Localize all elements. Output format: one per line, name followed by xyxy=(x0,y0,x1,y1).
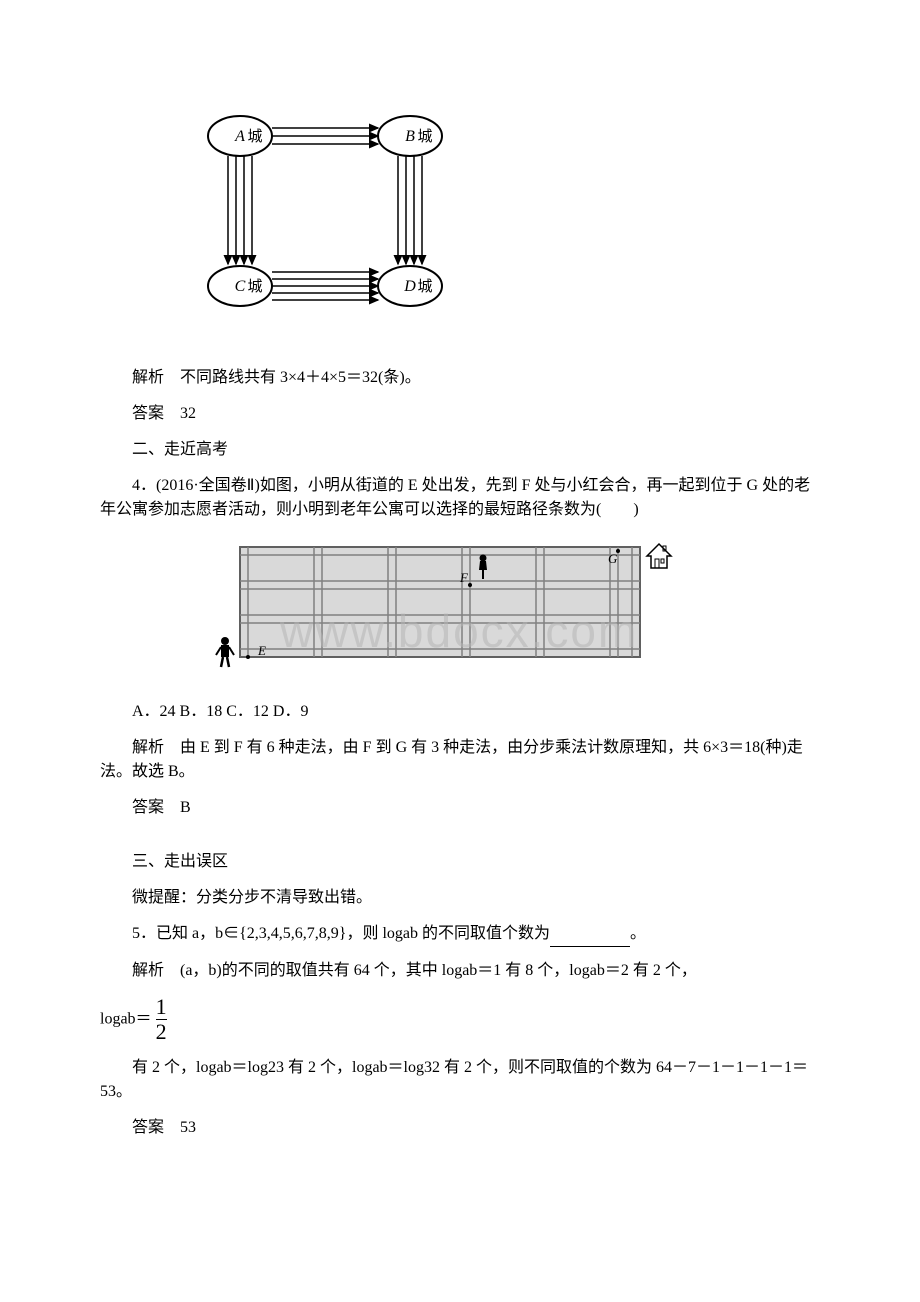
city-diagram-svg: A 城 B 城 C 城 D 城 xyxy=(200,106,460,346)
answer-4: 答案 B xyxy=(100,796,820,820)
street-grid-svg: E F G xyxy=(200,537,680,677)
answer-5: 答案 53 xyxy=(100,1116,820,1140)
label-f: F xyxy=(459,570,469,585)
analysis-1: 解析 不同路线共有 3×4＋4×5＝32(条)。 xyxy=(100,366,820,390)
section-heading-2: 二、走近高考 xyxy=(100,438,820,462)
city-route-diagram: A 城 B 城 C 城 D 城 xyxy=(200,106,820,354)
svg-text:城: 城 xyxy=(417,278,432,295)
svg-text:A: A xyxy=(234,128,245,145)
analysis-5-line1: 解析 (a，b)的不同的取值共有 64 个，其中 logab＝1 有 8 个，l… xyxy=(100,959,820,983)
logab-prefix: logab＝ xyxy=(100,1010,152,1027)
svg-text:城: 城 xyxy=(247,128,262,145)
answer-1: 答案 32 xyxy=(100,402,820,426)
svg-text:城: 城 xyxy=(247,278,262,295)
section-heading-3: 三、走出误区 xyxy=(100,850,820,874)
analysis-5-line2: logab＝ 1 2 xyxy=(100,995,820,1044)
q5-text-post: 。 xyxy=(630,925,646,942)
analysis-5-line3: 有 2 个，logab＝log23 有 2 个，logab＝log32 有 2 … xyxy=(100,1056,820,1104)
options-4: A．24 B．18 C．12 D．9 xyxy=(100,700,820,724)
fraction-num: 1 xyxy=(156,995,167,1019)
svg-text:城: 城 xyxy=(417,128,432,145)
svg-text:C: C xyxy=(235,278,246,295)
analysis-4: 解析 由 E 到 F 有 6 种走法，由 F 到 G 有 3 种走法，由分步乘法… xyxy=(100,736,820,784)
fraction-half: 1 2 xyxy=(156,995,167,1044)
svg-text:D: D xyxy=(403,278,416,295)
person-icon xyxy=(216,637,234,667)
house-icon xyxy=(647,544,671,568)
tip-text: 微提醒：分类分步不清导致出错。 xyxy=(100,886,820,910)
q5-text-pre: 5．已知 a，b∈{2,3,4,5,6,7,8,9}，则 logab 的不同取值… xyxy=(132,925,550,942)
label-g: G xyxy=(608,551,618,566)
label-e: E xyxy=(257,643,266,658)
question-4: 4．(2016·全国卷Ⅱ)如图，小明从街道的 E 处出发，先到 F 处与小红会合… xyxy=(100,474,820,522)
blank-line xyxy=(550,922,630,947)
street-grid-figure: E F G www.bdocx.com xyxy=(200,537,820,685)
question-5: 5．已知 a，b∈{2,3,4,5,6,7,8,9}，则 logab 的不同取值… xyxy=(100,922,820,947)
fraction-den: 2 xyxy=(156,1019,167,1044)
svg-text:B: B xyxy=(405,128,415,145)
